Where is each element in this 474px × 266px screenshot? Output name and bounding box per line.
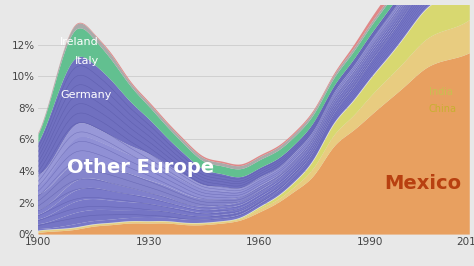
Text: Ireland: Ireland [60,37,99,47]
Text: Mexico: Mexico [384,174,462,193]
Text: Other Europe: Other Europe [67,158,215,177]
Text: Germany: Germany [60,90,111,100]
Text: China: China [428,105,457,114]
Text: Italy: Italy [75,56,99,65]
Text: India: India [428,87,453,97]
